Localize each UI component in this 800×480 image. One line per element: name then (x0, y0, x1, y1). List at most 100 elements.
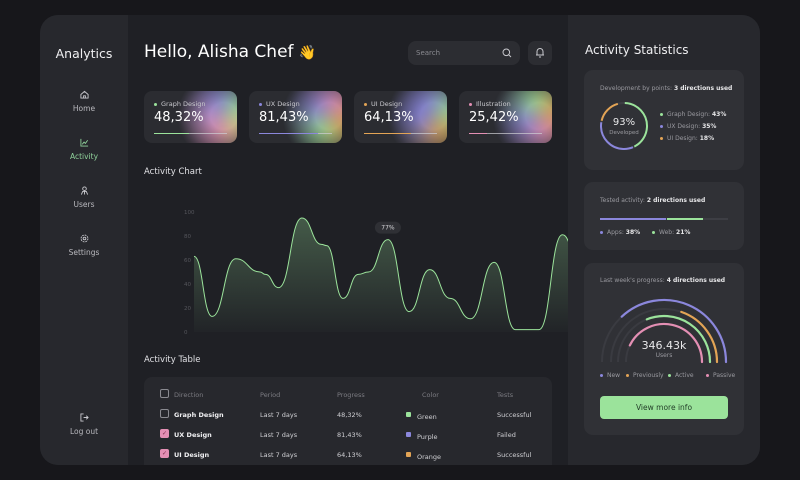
development-card: Development by points: 3 directions used… (584, 70, 744, 170)
card-dot (259, 102, 262, 106)
tested-legend-item: Apps: 38% (600, 229, 640, 236)
stat-card-illustration[interactable]: Illustration 25,42% (459, 91, 552, 143)
card-value: 81,43% (259, 110, 309, 125)
weekly-legend-item: Passive (706, 372, 735, 379)
row-checkbox[interactable]: ✓ (160, 429, 169, 438)
users-label: Users (655, 352, 673, 359)
sidebar-item-home[interactable]: Home (40, 90, 128, 113)
donut-segment (600, 102, 648, 150)
card-progress-track (154, 133, 227, 134)
y-tick-label: 20 (184, 306, 191, 312)
sidebar-item-activity[interactable]: Activity (40, 138, 128, 161)
card-dot (364, 102, 367, 106)
gear-icon (80, 234, 88, 243)
column-header[interactable]: Progress (337, 391, 365, 399)
arc-passive (628, 322, 704, 364)
main-content: Hello, Alisha Chef 👋 Search Graph Design… (128, 15, 568, 465)
search-placeholder: Search (416, 49, 441, 57)
card-label: Graph Design (154, 100, 205, 108)
sidebar-item-settings[interactable]: Settings (40, 234, 128, 257)
row-checkbox[interactable]: ✓ (160, 449, 169, 458)
sidebar-item-label: Users (73, 200, 95, 209)
card-progress-track (469, 133, 542, 134)
search-icon[interactable] (502, 48, 512, 58)
cell-tests: Failed (497, 431, 516, 439)
view-more-info-button[interactable]: View more info (600, 396, 728, 419)
wave-emoji: 👋 (298, 45, 317, 61)
tested-activity-card: Tested activity: 2 directions used Apps:… (584, 182, 744, 250)
cell-direction: Graph Design (174, 411, 224, 419)
cell-tests: Successful (497, 451, 532, 459)
cell-color: Green (406, 411, 437, 421)
y-tick-label: 80 (184, 234, 191, 240)
notifications-button[interactable] (528, 41, 552, 65)
color-swatch (406, 412, 411, 417)
tooltip-text: 77% (381, 225, 395, 232)
app-window: Analytics Home Activity Users Settings L… (40, 15, 760, 465)
card-gradient (279, 91, 342, 143)
brand-title: Analytics (55, 46, 113, 61)
cell-direction: UI Design (174, 451, 210, 459)
card-progress-fill (469, 133, 488, 135)
card-gradient (384, 91, 447, 143)
table-row[interactable]: Graph Design Last 7 days 48,32% Green Su… (144, 409, 552, 421)
row-checkbox[interactable] (160, 409, 169, 418)
stat-card-ux-design[interactable]: UX Design 81,43% (249, 91, 342, 143)
column-header[interactable]: Color (422, 391, 439, 399)
table-header: Direction Period Progress Color Tests (144, 389, 552, 401)
card-progress-fill (154, 133, 190, 135)
development-donut (600, 102, 648, 150)
sidebar-item-label: Activity (69, 152, 99, 161)
card-value: 64,13% (364, 110, 414, 125)
weekly-legend-item: New (600, 372, 620, 379)
stat-card-graph-design[interactable]: Graph Design 48,32% (144, 91, 237, 143)
column-header[interactable]: Period (260, 391, 281, 399)
card-progress-fill (364, 133, 411, 135)
statistics-title: Activity Statistics (585, 43, 689, 57)
page-title: Hello, Alisha Chef 👋 (144, 42, 316, 62)
sidebar-item-users[interactable]: Users (40, 186, 128, 209)
statistics-panel: Activity Statistics Development by point… (568, 15, 760, 465)
cell-period: Last 7 days (260, 451, 298, 459)
color-swatch (406, 452, 411, 457)
card-label: UI Design (364, 100, 402, 108)
development-legend-item: UI Design: 18% (660, 135, 714, 142)
activity-chart-icon (79, 138, 88, 147)
cell-progress: 48,32% (337, 411, 362, 419)
card-label: UX Design (259, 100, 300, 108)
cell-period: Last 7 days (260, 411, 298, 419)
select-all-checkbox[interactable] (160, 389, 169, 398)
card-gradient (174, 91, 237, 143)
development-heading: Development by points: 3 directions used (600, 85, 733, 92)
development-legend-item: Graph Design: 43% (660, 111, 726, 118)
y-tick-label: 40 (184, 282, 191, 288)
tested-heading: Tested activity: 2 directions used (600, 197, 706, 204)
sidebar-item-label: Settings (68, 248, 100, 257)
search-input[interactable]: Search (408, 41, 520, 65)
card-value: 25,42% (469, 110, 519, 125)
table-row[interactable]: ✓ UX Design Last 7 days 81,43% Purple Fa… (144, 429, 552, 441)
logout-button[interactable]: Log out (40, 413, 128, 436)
table-row[interactable]: ✓ UI Design Last 7 days 64,13% Orange Su… (144, 449, 552, 461)
cell-progress: 64,13% (337, 451, 362, 459)
card-dot (154, 102, 157, 106)
tested-bar-segment (666, 218, 703, 220)
sidebar: Analytics Home Activity Users Settings L… (40, 15, 128, 465)
cell-progress: 81,43% (337, 431, 362, 439)
y-tick-label: 0 (184, 330, 188, 336)
column-header[interactable]: Tests (497, 391, 514, 399)
users-icon (80, 186, 88, 195)
card-dot (469, 102, 472, 106)
activity-table: Direction Period Progress Color Tests Graph … (144, 377, 552, 465)
cell-direction: UX Design (174, 431, 212, 439)
card-label: Illustration (469, 100, 511, 108)
development-legend-item: UX Design: 35% (660, 123, 716, 130)
column-header[interactable]: Direction (174, 391, 204, 399)
stat-card-ui-design[interactable]: UI Design 64,13% (354, 91, 447, 143)
logout-label: Log out (69, 427, 99, 436)
arc-previously (680, 310, 719, 364)
home-icon (79, 90, 89, 99)
cell-period: Last 7 days (260, 431, 298, 439)
chart-line (193, 217, 568, 331)
weekly-arcs (601, 298, 728, 364)
